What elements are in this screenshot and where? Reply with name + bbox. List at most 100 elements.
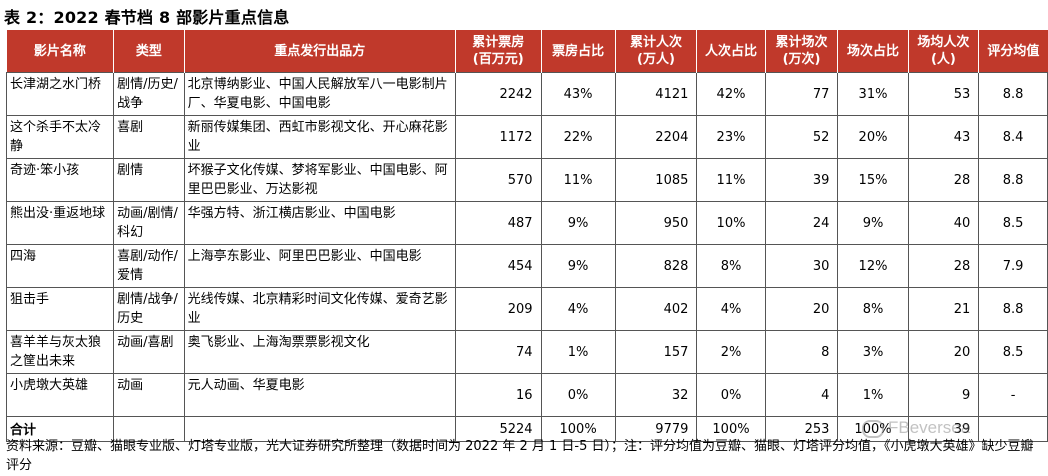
cell-adm-share: 23% xyxy=(696,115,766,159)
cell-box-share: 9% xyxy=(540,201,616,245)
cell-box-share: 22% xyxy=(540,115,616,159)
cell-film: 喜羊羊与灰太狼之筐出未来 xyxy=(5,330,115,374)
cell-scr-share: 9% xyxy=(837,201,909,245)
cell-rating: 8.4 xyxy=(978,115,1048,159)
cell-rating: 8.8 xyxy=(978,158,1048,202)
box-office-table: 影片名称 类型 重点发行出品方 累计票房 (百万元) 票房占比 累计人次 (万人) … xyxy=(5,30,1048,442)
cell-distributor: 华强方特、浙江横店影业、中国电影 xyxy=(183,201,456,245)
cell-box-office: 16 xyxy=(454,373,542,417)
cell-adm-share: 8% xyxy=(696,244,766,288)
cell-admissions: 1085 xyxy=(614,158,698,202)
header-adm-share: 人次占比 xyxy=(696,30,766,73)
cell-adm-share: 42% xyxy=(696,72,766,116)
cell-box-share: 0% xyxy=(540,373,616,417)
cell-scr-share: 15% xyxy=(837,158,909,202)
cell-rating: 8.5 xyxy=(978,201,1048,245)
cell-admissions: 2204 xyxy=(614,115,698,159)
cell-distributor: 北京博纳影业、中国人民解放军八一电影制片厂、华夏电影、中国电影 xyxy=(183,72,456,116)
total-row: 合计 5224 100% 9779 100% 253 100% 39 xyxy=(5,416,1048,442)
cell-per-screen: 53 xyxy=(907,72,980,116)
cell-rating: 8.8 xyxy=(978,72,1048,116)
cell-adm-share: 2% xyxy=(696,330,766,374)
table-row: 四海 喜剧/动作/爱情 上海亭东影业、阿里巴巴影业、中国电影 454 9% 828 8% 30… xyxy=(5,244,1048,288)
header-screenings: 累计场次 (万次) xyxy=(765,30,839,73)
cell-screenings: 52 xyxy=(764,115,839,159)
cell-genre: 动画/喜剧 xyxy=(113,330,185,374)
cell-film: 奇迹·笨小孩 xyxy=(5,158,115,202)
cell-screenings: 8 xyxy=(764,330,839,374)
cell-per-screen: 21 xyxy=(907,287,980,331)
watermark: FBeversea xyxy=(862,418,970,438)
cell-screenings: 4 xyxy=(764,373,839,417)
cell-distributor xyxy=(183,416,456,442)
cell-genre: 动画 xyxy=(113,373,185,417)
cell-film: 狙击手 xyxy=(5,287,115,331)
header-per-screen: 场均人次 (人) xyxy=(908,30,980,73)
cell-box-office: 1172 xyxy=(454,115,542,159)
cell-screenings: 77 xyxy=(764,72,839,116)
cell-genre: 动画/剧情/科幻 xyxy=(113,201,185,245)
watermark-text: FBeversea xyxy=(888,418,971,437)
cell-distributor: 光线传媒、北京精彩时间文化传媒、爱奇艺影业 xyxy=(183,287,456,331)
table-header-row: 影片名称 类型 重点发行出品方 累计票房 (百万元) 票房占比 累计人次 (万人) … xyxy=(6,30,1048,73)
cell-rating: 8.8 xyxy=(978,287,1048,331)
cell-admissions: 4121 xyxy=(614,72,698,116)
cell-rating: - xyxy=(978,373,1048,417)
header-film: 影片名称 xyxy=(6,30,115,73)
cell-screenings: 30 xyxy=(764,244,839,288)
table-row: 这个杀手不太冷静 喜剧 新丽传媒集团、西虹市影视文化、开心麻花影业 1172 22% 22… xyxy=(5,115,1048,159)
cell-admissions: 32 xyxy=(614,373,698,417)
cell-genre: 剧情/历史/战争 xyxy=(113,72,185,116)
cell-box-office: 74 xyxy=(454,330,542,374)
cell-scr-share: 8% xyxy=(837,287,909,331)
source-note: 资料来源：豆瓣、猫眼专业版、灯塔专业版，光大证券研究所整理（数据时间为 2022… xyxy=(6,439,1034,473)
cell-film: 合计 xyxy=(5,416,115,442)
table-row: 熊出没·重返地球 动画/剧情/科幻 华强方特、浙江横店影业、中国电影 487 9% 950… xyxy=(5,201,1048,245)
cell-per-screen: 43 xyxy=(907,115,980,159)
cell-screenings: 39 xyxy=(764,158,839,202)
cell-scr-share: 31% xyxy=(837,72,909,116)
header-scr-share: 场次占比 xyxy=(837,30,909,73)
cell-genre: 剧情/战争/历史 xyxy=(113,287,185,331)
cell-film: 四海 xyxy=(5,244,115,288)
cell-admissions: 828 xyxy=(614,244,698,288)
cell-box-share: 1% xyxy=(540,330,616,374)
cell-admissions: 950 xyxy=(614,201,698,245)
cell-per-screen: 39 xyxy=(907,416,980,442)
cell-box-share: 11% xyxy=(540,158,616,202)
table-row: 奇迹·笨小孩 剧情 坏猴子文化传媒、梦将军影业、中国电影、阿里巴巴影业、万达影视 57… xyxy=(5,158,1048,202)
cell-distributor: 上海亭东影业、阿里巴巴影业、中国电影 xyxy=(183,244,456,288)
cell-screenings: 20 xyxy=(764,287,839,331)
cell-genre: 剧情 xyxy=(113,158,185,202)
cell-film: 熊出没·重返地球 xyxy=(5,201,115,245)
cell-admissions: 402 xyxy=(614,287,698,331)
cell-admissions: 9779 xyxy=(614,416,698,442)
cell-adm-share: 0% xyxy=(696,373,766,417)
cell-box-office: 487 xyxy=(454,201,542,245)
table-title: 表 2：2022 春节档 8 部影片重点信息 xyxy=(4,8,290,27)
cell-scr-share: 20% xyxy=(837,115,909,159)
cell-box-share: 100% xyxy=(540,416,616,442)
cell-distributor: 元人动画、华夏电影 xyxy=(183,373,456,417)
header-genre: 类型 xyxy=(113,30,185,73)
cell-scr-share: 1% xyxy=(837,373,909,417)
cell-distributor: 奥飞影业、上海淘票票影视文化 xyxy=(183,330,456,374)
cell-adm-share: 4% xyxy=(696,287,766,331)
cell-genre: 喜剧 xyxy=(113,115,185,159)
cell-adm-share: 100% xyxy=(696,416,766,442)
table-row: 长津湖之水门桥 剧情/历史/战争 北京博纳影业、中国人民解放军八一电影制片厂、华夏电… xyxy=(5,72,1048,116)
header-box-office: 累计票房 (百万元) xyxy=(455,30,542,73)
cell-box-office: 570 xyxy=(454,158,542,202)
cell-rating xyxy=(978,416,1048,442)
cell-box-share: 4% xyxy=(540,287,616,331)
cell-box-share: 9% xyxy=(540,244,616,288)
cell-screenings: 24 xyxy=(764,201,839,245)
cell-rating: 8.5 xyxy=(978,330,1048,374)
header-rating: 评分均值 xyxy=(978,30,1048,73)
cell-scr-share: 12% xyxy=(837,244,909,288)
table-row: 狙击手 剧情/战争/历史 光线传媒、北京精彩时间文化传媒、爱奇艺影业 209 4% 402… xyxy=(5,287,1048,331)
cell-adm-share: 10% xyxy=(696,201,766,245)
cell-admissions: 157 xyxy=(614,330,698,374)
cell-rating: 7.9 xyxy=(978,244,1048,288)
table-row: 喜羊羊与灰太狼之筐出未来 动画/喜剧 奥飞影业、上海淘票票影视文化 74 1% 157 2%… xyxy=(5,330,1048,374)
